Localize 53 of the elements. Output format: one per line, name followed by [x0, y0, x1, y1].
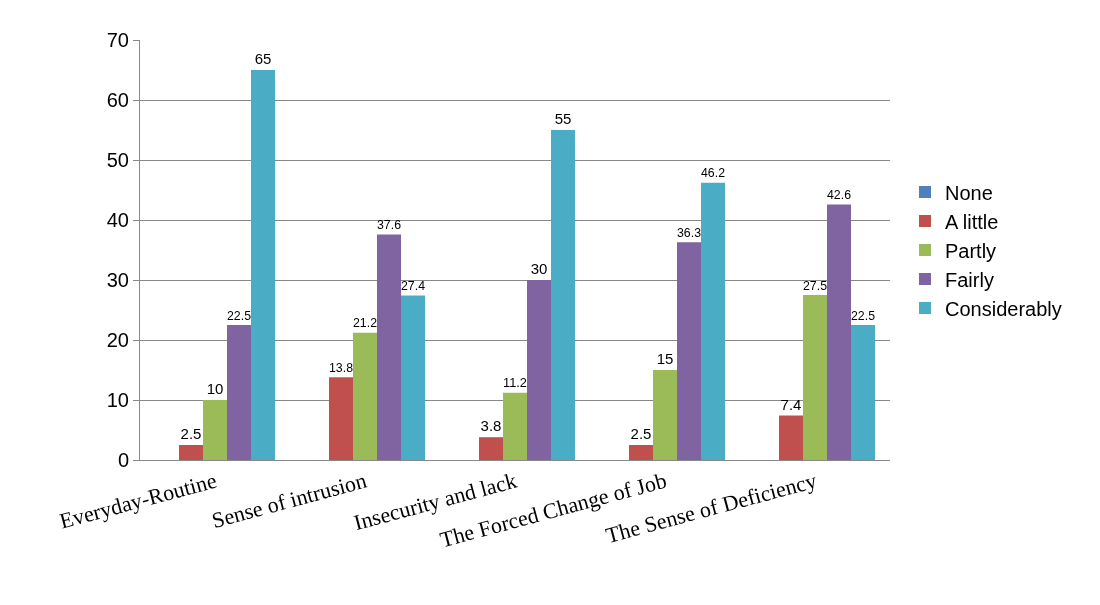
data-label: 46.2 [701, 166, 726, 181]
data-label: 21.2 [353, 316, 378, 331]
bar [779, 415, 803, 460]
bar [701, 182, 725, 460]
data-label: 65 [254, 50, 272, 67]
data-label: 22.5 [851, 308, 876, 323]
bar [629, 445, 653, 460]
data-label: 27.4 [401, 279, 426, 294]
y-tick-label: 70 [106, 29, 129, 51]
data-label: 2.5 [630, 425, 652, 442]
y-tick-label: 40 [106, 209, 129, 231]
bar [401, 295, 425, 460]
bar [851, 325, 875, 460]
data-label: 2.5 [180, 425, 202, 442]
bar [827, 204, 851, 460]
bar [251, 70, 275, 460]
data-label: 11.2 [503, 375, 527, 391]
bar [377, 234, 401, 460]
data-label: 13.8 [329, 360, 354, 375]
bar [503, 392, 527, 460]
bar [179, 445, 203, 460]
y-tick-label: 0 [117, 449, 129, 471]
data-label: 10 [206, 380, 224, 397]
bar [227, 325, 251, 460]
y-tick-label: 60 [106, 89, 129, 111]
bar [527, 280, 551, 460]
legend-label: Considerably [945, 297, 1062, 320]
data-label: 27.5 [803, 278, 828, 293]
bar [479, 437, 503, 460]
y-tick-label: 10 [106, 389, 129, 411]
bar [677, 242, 701, 460]
bar [353, 332, 377, 460]
y-tick-label: 20 [106, 329, 129, 351]
data-label: 36.3 [677, 225, 702, 240]
y-tick-label: 50 [106, 149, 129, 171]
legend-label: None [945, 181, 993, 204]
y-tick-label: 30 [106, 269, 129, 291]
bar [329, 377, 353, 460]
bar [653, 370, 677, 460]
data-label: 22.5 [227, 308, 252, 323]
data-label: 30 [530, 260, 548, 277]
data-label: 3.8 [480, 417, 502, 435]
data-label: 42.6 [827, 187, 852, 202]
legend-label: Fairly [945, 268, 994, 291]
data-label: 37.6 [377, 217, 402, 232]
legend-label: A little [945, 210, 999, 233]
bar [203, 400, 227, 460]
data-label: 7.4 [780, 395, 802, 413]
data-label: 55 [554, 110, 572, 127]
bar [803, 295, 827, 460]
bar [551, 130, 575, 460]
legend-label: Partly [945, 239, 997, 262]
data-label: 15 [656, 350, 674, 367]
